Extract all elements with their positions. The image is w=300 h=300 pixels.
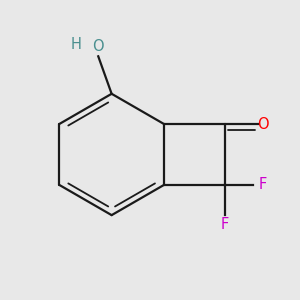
Text: F: F: [258, 177, 266, 192]
Text: H: H: [70, 37, 81, 52]
Text: F: F: [221, 217, 229, 232]
Text: O: O: [92, 39, 104, 54]
Text: O: O: [257, 117, 269, 132]
